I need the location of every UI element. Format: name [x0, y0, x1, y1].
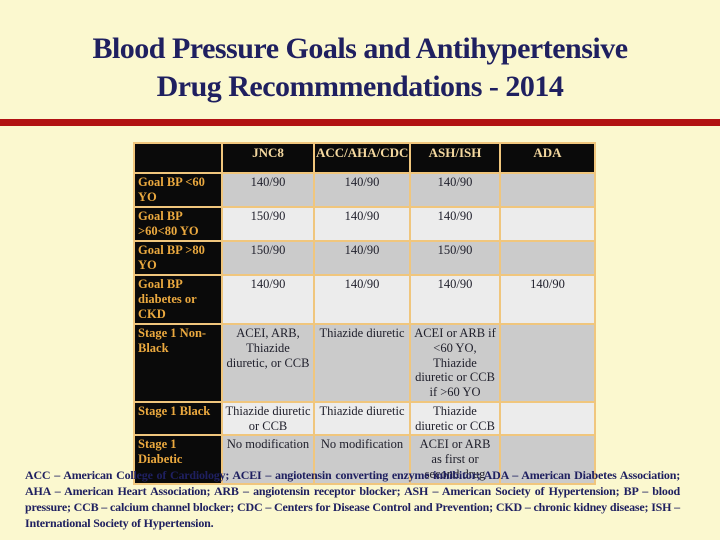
table-cell: No modification: [313, 434, 411, 485]
column-header: ACC/AHA/CDC: [313, 142, 411, 174]
bp-recommendations-table: JNC8 ACC/AHA/CDC ASH/ISH ADA Goal BP <60 YO…: [133, 142, 596, 485]
title-line-1: Blood Pressure Goals and Antihypertensiv…: [92, 32, 628, 65]
column-header: ADA: [499, 142, 596, 174]
red-divider-line: [0, 119, 720, 126]
table-cell: 140/90: [221, 274, 315, 325]
table-cell: 150/90: [409, 240, 501, 276]
row-label: Goal BP >80 YO: [133, 240, 223, 276]
table-cell: ACEI or ARB if <60 YO, Thiazide diuretic…: [409, 323, 501, 403]
row-label: Goal BP diabetes or CKD: [133, 274, 223, 325]
table-cell: [499, 400, 596, 437]
table-cell: [499, 206, 596, 242]
table-row: Stage 1 Non-Black ACEI, ARB, Thiazide diu…: [133, 323, 596, 403]
table-cell: 150/90: [221, 240, 315, 276]
table-cell: 140/90: [409, 274, 501, 325]
slide-title: Blood Pressure Goals and Antihypertensiv…: [0, 30, 720, 105]
table-cell: Thiazide diuretic or CCB: [221, 400, 315, 437]
row-label: Stage 1 Black: [133, 400, 223, 437]
table-cell: No modification: [221, 434, 315, 485]
table-cell: 140/90: [499, 274, 596, 325]
row-label: Stage 1 Non-Black: [133, 323, 223, 403]
table-row: Goal BP >60<80 YO 150/90 140/90 140/90: [133, 206, 596, 242]
table-row: Stage 1 Black Thiazide diuretic or CCB Thi…: [133, 400, 596, 437]
title-line-2: Drug Recommmendations - 2014: [156, 69, 564, 103]
table-row: Goal BP <60 YO 140/90 140/90 140/90: [133, 172, 596, 208]
table-row: Goal BP >80 YO 150/90 140/90 150/90: [133, 240, 596, 276]
column-header: ASH/ISH: [409, 142, 501, 174]
table-cell: Thiazide diuretic: [313, 323, 411, 403]
table-cell: ACEI, ARB, Thiazide diuretic, or CCB: [221, 323, 315, 403]
table-cell: [499, 240, 596, 276]
table-cell: 140/90: [313, 206, 411, 242]
table-cell: 140/90: [313, 274, 411, 325]
abbreviations-footnote: ACC – American College of Cardiology; AC…: [25, 468, 680, 530]
table-cell: 140/90: [409, 206, 501, 242]
table-cell: [499, 434, 596, 485]
table-row: Goal BP diabetes or CKD 140/90 140/90 140/9…: [133, 274, 596, 325]
table-header-row: JNC8 ACC/AHA/CDC ASH/ISH ADA: [133, 142, 596, 174]
table-cell: [499, 172, 596, 208]
row-label: Stage 1 Diabetic: [133, 434, 223, 485]
table-cell: [499, 323, 596, 403]
row-label: Goal BP <60 YO: [133, 172, 223, 208]
table-cell: 140/90: [313, 240, 411, 276]
table-row: Stage 1 Diabetic No modification No modifi…: [133, 434, 596, 485]
table-cell: ACEI or ARB as first or second drug: [409, 434, 501, 485]
table-cell: 140/90: [221, 172, 315, 208]
table-cell: 140/90: [313, 172, 411, 208]
table-cell: 140/90: [409, 172, 501, 208]
table-body: Goal BP <60 YO 140/90 140/90 140/90 Goal BP …: [133, 172, 596, 485]
column-header: JNC8: [221, 142, 315, 174]
table-cell: 150/90: [221, 206, 315, 242]
table-cell: Thiazide diuretic: [313, 400, 411, 437]
row-label: Goal BP >60<80 YO: [133, 206, 223, 242]
table-cell: Thiazide diuretic or CCB: [409, 400, 501, 437]
table-corner-cell: [133, 142, 223, 174]
